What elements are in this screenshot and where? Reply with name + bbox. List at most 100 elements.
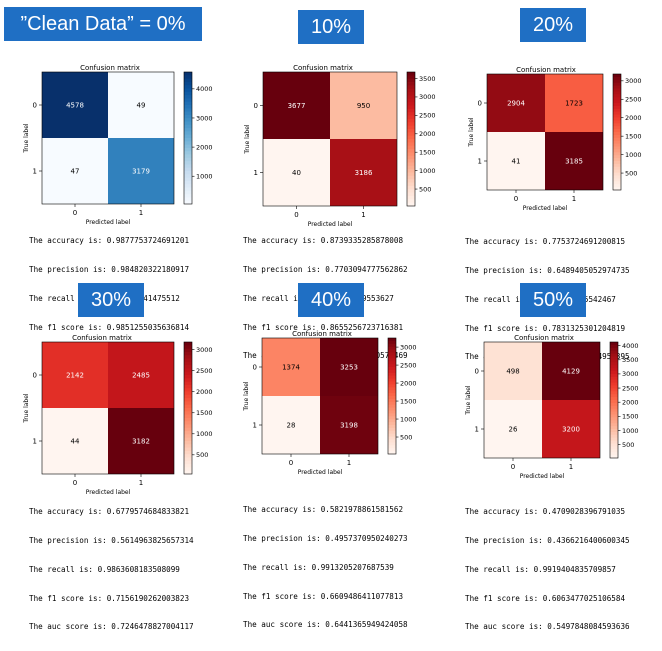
x-tick-label: 0 [294,211,298,219]
colorbar-segment [613,175,621,179]
colorbar-segment [610,423,618,427]
colorbar-segment [184,180,192,185]
colorbar-segment [407,118,415,123]
colorbar-segment [184,190,192,195]
colorbar-segment [613,161,621,165]
colorbar-segment [388,340,396,345]
x-axis-label: Predicted label [298,469,343,476]
colorbar-segment [184,131,192,136]
precision-text: The precision is: 0.4366216400600345 [465,535,630,545]
colorbar-segment [388,369,396,374]
colorbar-segment [184,447,192,452]
colorbar-tick-label: 2500 [196,367,213,375]
colorbar-segment [407,108,415,113]
colorbar-segment [184,75,192,79]
colorbar-tick-label: 500 [419,185,431,193]
colorbar-segment [184,91,192,96]
colorbar-segment [407,82,415,86]
x-tick-label: 1 [361,211,365,219]
colorbar-segment [610,342,618,346]
colorbar-segment [407,169,415,173]
colorbar-segment [184,371,192,376]
panel-heading: 40% [298,283,364,317]
cell-value-label: 1723 [565,100,583,108]
colorbar-segment [610,455,618,459]
colorbar-segment [407,182,415,187]
colorbar-segment [610,376,618,381]
panel-heading: 50% [520,283,586,317]
colorbar-segment [184,424,192,429]
matrix-cell [108,408,174,474]
colorbar-segment [184,187,192,192]
colorbar-frame [183,341,193,475]
matrix-cell [108,72,174,138]
colorbar-segment [388,404,396,408]
colorbar-segment [388,396,396,400]
cell-value-label: 2485 [132,372,150,380]
precision-text: The precision is: 0.6489405052974735 [465,265,630,275]
colorbar-segment [407,102,415,106]
colorbar-tick-label: 1500 [622,413,639,421]
colorbar-segment [388,451,396,455]
colorbar-segment [613,105,621,110]
colorbar-segment [407,142,415,147]
colorbar-segment [184,417,192,422]
y-axis-label: True label [243,381,250,411]
colorbar-segment [613,149,621,153]
colorbar-segment [184,194,192,198]
colorbar-segment [184,437,192,442]
colorbar-segment [610,353,618,357]
colorbar-segment [184,391,192,396]
colorbar-segment [613,97,621,101]
x-tick-label: 1 [572,195,576,203]
cell-value-label: 26 [509,426,518,434]
cell-value-label: 3198 [340,422,358,430]
chart-title: Confusion matrix [514,334,574,342]
colorbar-segment [610,394,618,398]
colorbar-segment [184,408,192,412]
colorbar-segment [610,385,618,389]
metrics-block: The accuracy is: 0.6779574684833821 The … [29,488,194,651]
colorbar-frame [387,337,397,455]
colorbar-segment [407,152,415,157]
precision-text: The precision is: 0.5614963825657314 [29,535,194,545]
colorbar-segment [388,355,396,359]
colorbar-segment [407,159,415,163]
matrix-cell [320,338,378,396]
colorbar-segment [613,163,621,168]
panel-heading: ”Clean Data” = 0% [4,7,202,41]
colorbar-segment [184,98,192,103]
colorbar-segment [184,381,192,386]
colorbar-tick-label: 2000 [625,114,642,122]
colorbar-segment [610,379,618,383]
colorbar-segment [388,361,396,365]
colorbar-segment [407,92,415,96]
colorbar-segment [184,368,192,373]
colorbar-segment [184,401,192,406]
x-axis-label: Predicted label [86,219,131,226]
colorbar-segment [610,449,618,453]
colorbar-segment [184,434,192,439]
y-tick-label: 1 [253,422,257,430]
matrix-cell [42,138,108,204]
colorbar-tick-label: 1000 [196,173,213,181]
colorbar-tick-label: 500 [625,169,637,177]
colorbar-segment [407,105,415,110]
colorbar-segment [184,450,192,455]
colorbar-tick-label: 3500 [419,75,436,83]
colorbar-segment [388,352,396,356]
x-tick-label: 1 [139,479,143,487]
f1-score-text: The f1 score is: 0.9851255035636814 [29,322,190,332]
metrics-block: The accuracy is: 0.4709028396791035 The … [465,488,630,651]
colorbar-segment [388,427,396,432]
colorbar-tick-label: 2000 [196,143,213,151]
chart-title: Confusion matrix [72,334,132,342]
colorbar-segment [613,74,621,78]
colorbar-segment [184,144,192,149]
matrix-cell [542,400,600,458]
colorbar-segment [388,433,396,437]
colorbar-segment [613,155,621,159]
colorbar-segment [610,431,618,436]
colorbar-segment [407,172,415,177]
colorbar-segment [407,202,415,207]
